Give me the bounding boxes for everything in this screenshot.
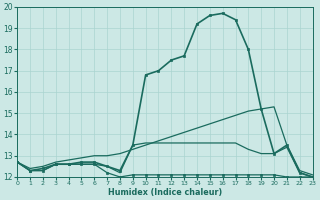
X-axis label: Humidex (Indice chaleur): Humidex (Indice chaleur)	[108, 188, 222, 197]
